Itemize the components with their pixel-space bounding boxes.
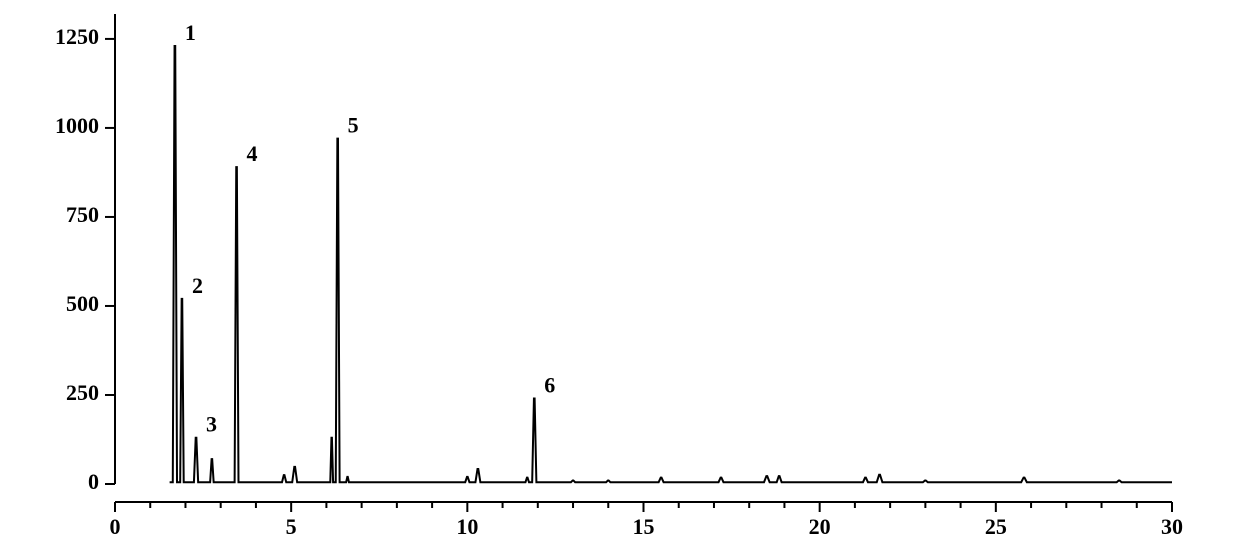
x-tick-label: 30 xyxy=(1161,514,1183,539)
y-tick-label: 0 xyxy=(88,469,99,494)
x-tick-label: 5 xyxy=(286,514,297,539)
peak-label: 4 xyxy=(247,141,258,166)
chromatogram-svg: 0 250 500 750 1000 1250 0 5 10 15 20 25 30 1 2 3 4 5 6 xyxy=(0,0,1239,544)
x-tick-label: 10 xyxy=(456,514,478,539)
y-tick-label: 1000 xyxy=(55,113,99,138)
y-tick-label: 1250 xyxy=(55,24,99,49)
peak-label: 6 xyxy=(544,373,555,398)
peak-label: 1 xyxy=(185,20,196,45)
x-tick-label: 25 xyxy=(985,514,1007,539)
y-tick-label: 750 xyxy=(66,202,99,227)
peak-label: 3 xyxy=(206,412,217,437)
y-tick-label: 250 xyxy=(66,380,99,405)
chromatogram-figure: 0 250 500 750 1000 1250 0 5 10 15 20 25 30 1 2 3 4 5 6 xyxy=(0,0,1239,544)
y-tick-label: 500 xyxy=(66,291,99,316)
x-tick-label: 20 xyxy=(809,514,831,539)
x-tick-label: 0 xyxy=(110,514,121,539)
x-tick-label: 15 xyxy=(633,514,655,539)
peak-label: 5 xyxy=(348,113,359,138)
peak-label: 2 xyxy=(192,273,203,298)
